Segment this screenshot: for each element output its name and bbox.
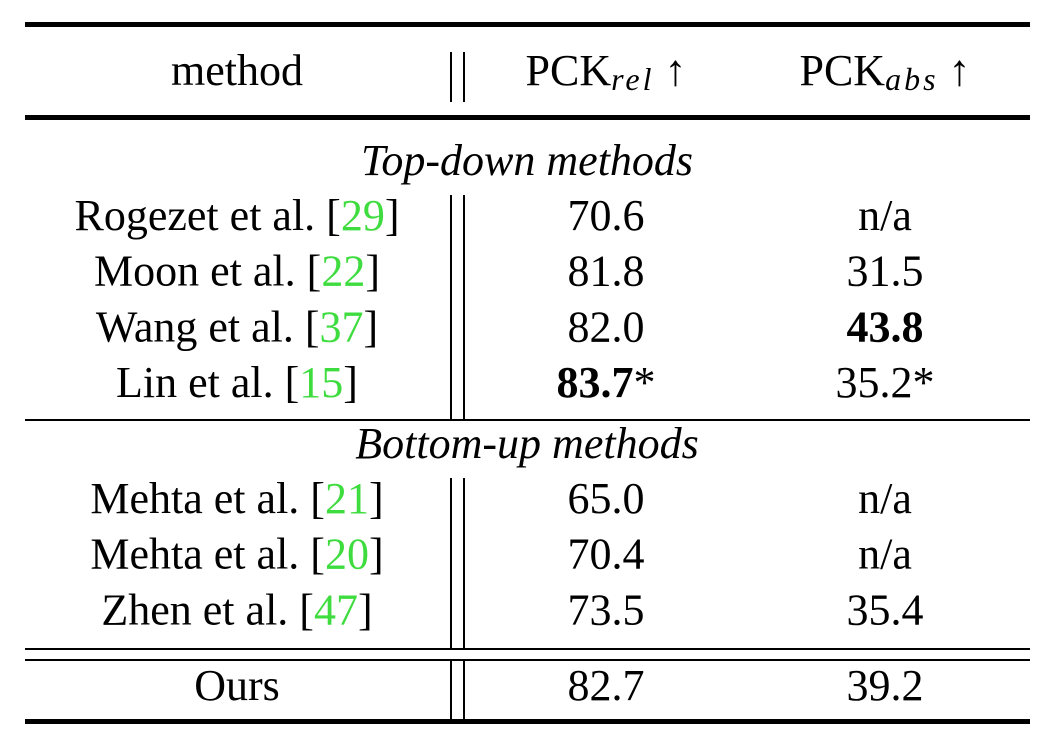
table-cell: 43.8 <box>847 302 924 351</box>
method-name: Mehta et al. [ <box>90 474 325 523</box>
header-arrow: ↑ <box>664 46 686 95</box>
cell-value: 70.6 <box>568 191 645 240</box>
table-cell: 82.7 <box>568 661 645 710</box>
section-title-text: Top-down methods <box>361 136 693 185</box>
citation: 20 <box>325 530 369 579</box>
method-name: ] <box>358 585 373 634</box>
section-rule <box>25 419 1030 421</box>
header-label: PCK <box>526 46 612 95</box>
header-cell: method <box>171 46 303 95</box>
cell-value: 82.0 <box>568 302 645 351</box>
method-cell: Moon et al. [22] <box>94 247 380 296</box>
double-rule-top <box>25 648 1030 650</box>
cell-value: 65.0 <box>568 474 645 523</box>
header-cell: PCKrel ↑ <box>526 46 687 97</box>
header-subscript: abs <box>885 61 938 97</box>
citation: 15 <box>299 358 343 407</box>
method-name: Mehta et al. [ <box>90 530 325 579</box>
method-name: Rogezet et al. [ <box>75 191 341 240</box>
table-cell: 35.4 <box>847 585 924 634</box>
table-cell: n/a <box>858 191 912 240</box>
method-name: ] <box>343 358 358 407</box>
section-title-text: Bottom-up methods <box>355 419 698 468</box>
citation: 47 <box>314 585 358 634</box>
header-cell: PCKabs ↑ <box>799 46 970 97</box>
cell-suffix: * <box>634 358 656 407</box>
citation: 37 <box>320 302 364 351</box>
bottom-rule <box>25 719 1030 724</box>
method-cell: Mehta et al. [21] <box>90 474 383 523</box>
section-title: Bottom-up methods <box>355 419 698 468</box>
method-cell: Wang et al. [37] <box>96 302 378 351</box>
method-name: Moon et al. [ <box>94 247 321 296</box>
cell-value: 70.4 <box>568 530 645 579</box>
cell-value: 35.2* <box>836 358 935 407</box>
method-cell: Zhen et al. [47] <box>101 585 372 634</box>
cell-value: 31.5 <box>847 247 924 296</box>
cell-value: 39.2 <box>847 661 924 710</box>
method-cell: Lin et al. [15] <box>116 358 358 407</box>
table-cell: 83.7* <box>557 358 656 407</box>
header-rule <box>25 115 1030 120</box>
header-label: method <box>171 46 303 95</box>
method-name: ] <box>369 530 384 579</box>
table-cell: 39.2 <box>847 661 924 710</box>
table-cell: 31.5 <box>847 247 924 296</box>
method-name: ] <box>364 302 379 351</box>
table-cell: n/a <box>858 474 912 523</box>
method-name: ] <box>385 191 400 240</box>
citation: 29 <box>341 191 385 240</box>
cell-value: n/a <box>858 191 912 240</box>
table-cell: 73.5 <box>568 585 645 634</box>
method-name: ] <box>369 474 384 523</box>
table-cell: n/a <box>858 530 912 579</box>
table-cell: 70.4 <box>568 530 645 579</box>
method-name: ] <box>365 247 380 296</box>
table-cell: 82.0 <box>568 302 645 351</box>
method-cell: Mehta et al. [20] <box>90 530 383 579</box>
cell-value: 82.7 <box>568 661 645 710</box>
header-label: PCK <box>799 46 885 95</box>
method-cell: Ours <box>194 661 280 710</box>
cell-value: 83.7 <box>557 358 634 407</box>
citation: 22 <box>321 247 365 296</box>
citation: 21 <box>325 474 369 523</box>
header-arrow: ↑ <box>949 46 971 95</box>
table-cell: 70.6 <box>568 191 645 240</box>
column-separator <box>450 52 465 719</box>
cell-value: 73.5 <box>568 585 645 634</box>
section-title: Top-down methods <box>361 136 693 185</box>
method-name: Lin et al. [ <box>116 358 299 407</box>
method-name: Wang et al. [ <box>96 302 320 351</box>
cell-value: 43.8 <box>847 302 924 351</box>
double-rule-bottom <box>25 659 1030 661</box>
table-cell: 81.8 <box>568 247 645 296</box>
method-name: Zhen et al. [ <box>101 585 314 634</box>
header-subscript: rel <box>611 61 654 97</box>
cell-value: n/a <box>858 530 912 579</box>
top-rule <box>25 22 1030 27</box>
cell-value: 35.4 <box>847 585 924 634</box>
cell-value: 81.8 <box>568 247 645 296</box>
table-cell: 35.2* <box>836 358 935 407</box>
method-name: Ours <box>194 661 280 710</box>
method-cell: Rogezet et al. [29] <box>75 191 400 240</box>
cell-value: n/a <box>858 474 912 523</box>
table-cell: 65.0 <box>568 474 645 523</box>
